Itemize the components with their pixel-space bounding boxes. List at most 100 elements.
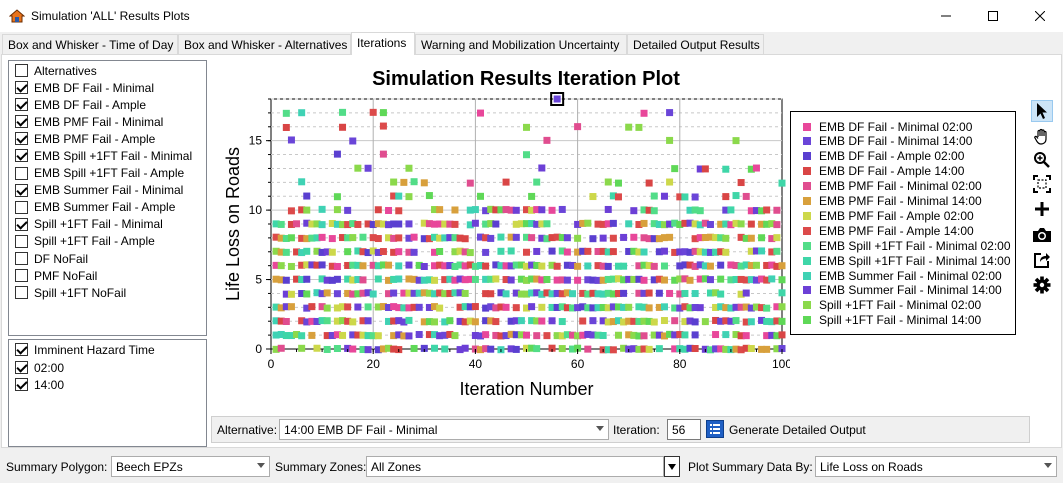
data-point — [671, 304, 679, 312]
alternative-item[interactable]: EMB Summer Fail - Ample — [15, 199, 175, 216]
checkbox-label: EMB Spill +1FT Fail - Minimal — [34, 148, 193, 163]
data-point — [681, 289, 689, 297]
checkbox[interactable] — [15, 378, 28, 391]
data-point — [722, 345, 730, 353]
alternative-item[interactable]: EMB Summer Fail - Minimal — [15, 182, 183, 199]
data-point — [706, 248, 714, 256]
data-point — [410, 344, 418, 352]
checkbox[interactable] — [15, 234, 28, 248]
hazard-time-item-0200[interactable]: 02:00 — [15, 359, 64, 376]
data-point — [589, 304, 597, 312]
data-point — [400, 304, 408, 312]
data-point — [313, 317, 321, 325]
checkbox[interactable] — [15, 286, 28, 300]
hazard-time-item-1400[interactable]: 14:00 — [15, 376, 64, 393]
checkbox[interactable] — [15, 98, 28, 112]
summary-zones-dropdown-button[interactable] — [664, 456, 680, 477]
data-point — [277, 304, 285, 312]
alternative-item[interactable]: Spill +1FT Fail - Minimal — [15, 216, 163, 233]
data-point — [594, 248, 602, 256]
data-point — [461, 235, 469, 243]
data-point — [528, 289, 536, 297]
minimize-button[interactable] — [923, 0, 969, 32]
data-point — [758, 304, 766, 312]
pan-tool[interactable] — [1031, 126, 1053, 148]
alternative-item[interactable]: Spill +1FT Fail - Ample — [15, 233, 155, 250]
alternative-item[interactable]: DF NoFail — [15, 250, 88, 267]
alternative-item[interactable]: EMB PMF Fail - Minimal — [15, 113, 163, 130]
data-point — [604, 304, 612, 312]
data-point — [717, 275, 725, 283]
data-point — [589, 276, 597, 284]
tab-warning-mobilization[interactable]: Warning and Mobilization Uncertainty — [415, 34, 627, 54]
maximize-button[interactable] — [970, 0, 1016, 32]
legend-swatch — [803, 211, 811, 220]
zoom-fit-tool[interactable] — [1031, 173, 1053, 195]
alternative-item[interactable]: EMB Spill +1FT Fail - Minimal — [15, 147, 192, 164]
iteration-input[interactable]: 56 — [667, 419, 701, 440]
hazard-time-header-checkbox[interactable]: Imminent Hazard Time — [15, 341, 155, 358]
checkbox[interactable] — [15, 269, 28, 283]
data-point — [425, 235, 433, 243]
checkbox[interactable] — [15, 132, 28, 146]
data-point — [604, 248, 612, 256]
export-tool[interactable] — [1031, 249, 1053, 271]
alternative-item[interactable]: EMB DF Fail - Minimal — [15, 79, 154, 96]
data-point — [574, 248, 582, 256]
data-point — [686, 219, 694, 227]
data-point — [681, 275, 689, 283]
alternative-item[interactable]: EMB Spill +1FT Fail - Ample — [15, 165, 184, 182]
data-point — [558, 303, 566, 311]
data-point — [461, 303, 469, 311]
data-point — [701, 318, 709, 326]
alternative-item[interactable]: Spill +1FT NoFail — [15, 284, 126, 301]
summary-polygon-dropdown[interactable]: Beech EPZs — [111, 456, 270, 477]
data-point — [333, 193, 341, 201]
checkbox[interactable] — [15, 343, 28, 356]
checkbox[interactable] — [15, 200, 28, 214]
tab-detailed-output[interactable]: Detailed Output Results — [627, 34, 764, 54]
settings-tool[interactable] — [1031, 274, 1053, 296]
data-point — [686, 261, 694, 269]
checkbox[interactable] — [15, 166, 28, 180]
data-point — [737, 262, 745, 270]
data-point — [379, 303, 387, 311]
data-point — [666, 289, 674, 297]
generate-output-button[interactable] — [706, 420, 724, 438]
tab-box-whisker-alternatives[interactable]: Box and Whisker - Alternatives — [178, 34, 351, 54]
alternatives-header-checkbox[interactable]: Alternatives — [15, 62, 97, 79]
plot-summary-by-dropdown[interactable]: Life Loss on Roads — [815, 456, 1057, 477]
checkbox[interactable] — [15, 217, 28, 231]
iteration-scatter-plot[interactable]: 0 20 40 60 80 100 0 5 10 15 Iteration Number Life L… — [215, 92, 790, 410]
alternative-item[interactable]: EMB PMF Fail - Ample — [15, 130, 155, 147]
checkbox[interactable] — [15, 149, 28, 163]
checkbox-label: PMF NoFail — [34, 268, 98, 283]
close-button[interactable] — [1017, 0, 1063, 32]
tab-box-whisker-time[interactable]: Box and Whisker - Time of Day — [2, 34, 178, 54]
checkbox[interactable] — [15, 81, 28, 94]
checkbox[interactable] — [15, 115, 28, 129]
screenshot-tool[interactable] — [1031, 224, 1053, 246]
alternative-dropdown[interactable]: 14:00 EMB DF Fail - Minimal — [279, 419, 609, 440]
checkbox[interactable] — [15, 252, 28, 265]
data-point — [717, 303, 725, 311]
data-point — [732, 137, 740, 145]
data-point — [712, 316, 720, 324]
data-point — [374, 332, 382, 340]
zoom-tool[interactable] — [1031, 149, 1053, 171]
tab-iterations[interactable]: Iterations — [351, 32, 415, 55]
legend-swatch — [803, 122, 811, 131]
summary-zones-field[interactable]: All Zones — [366, 456, 664, 477]
checkbox[interactable] — [15, 361, 28, 374]
crosshair-tool[interactable] — [1031, 198, 1053, 220]
pointer-tool[interactable] — [1031, 100, 1053, 122]
alternative-item[interactable]: PMF NoFail — [15, 267, 97, 284]
alternative-item[interactable]: EMB DF Fail - Ample — [15, 96, 146, 113]
data-point — [415, 276, 423, 284]
data-point — [431, 331, 439, 339]
checkbox[interactable] — [15, 183, 28, 197]
data-point — [681, 318, 689, 326]
data-point — [538, 206, 546, 214]
data-point — [405, 193, 413, 201]
checkbox[interactable] — [15, 64, 28, 77]
